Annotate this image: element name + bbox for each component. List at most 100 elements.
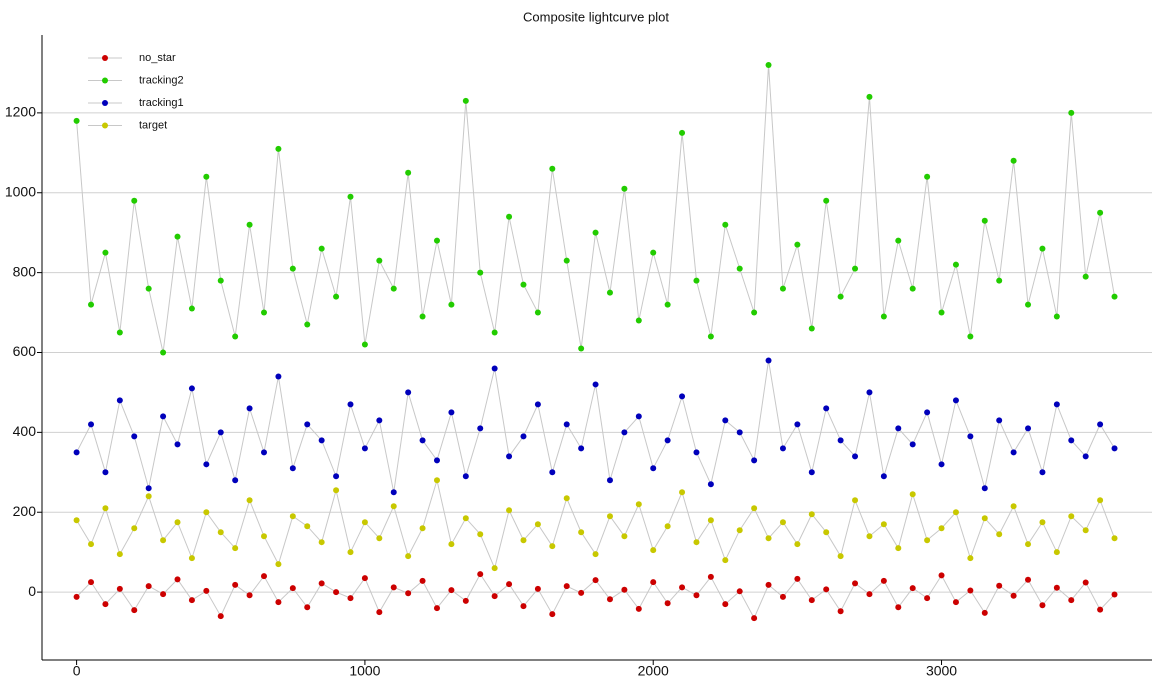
data-point [462, 597, 469, 604]
data-point [606, 513, 613, 520]
data-point [275, 145, 282, 152]
data-point [131, 607, 138, 614]
x-tick-label: 0 [73, 663, 81, 679]
data-point [621, 429, 628, 436]
data-point [376, 257, 383, 264]
data-point [1111, 445, 1118, 452]
data-point [967, 587, 974, 594]
data-point [405, 553, 412, 560]
data-point [491, 565, 498, 572]
data-point [333, 293, 340, 300]
data-point [635, 501, 642, 508]
data-point [1082, 273, 1089, 280]
data-point [88, 301, 95, 308]
data-point [578, 345, 585, 352]
data-point [534, 309, 541, 316]
data-point [318, 539, 325, 546]
data-point [390, 584, 397, 591]
data-point [188, 305, 195, 312]
data-point [924, 173, 931, 180]
data-point [1097, 606, 1104, 613]
data-point [722, 557, 729, 564]
data-point [491, 329, 498, 336]
data-point [751, 615, 758, 622]
data-point [823, 405, 830, 412]
data-point [981, 217, 988, 224]
data-point [506, 213, 513, 220]
data-point [534, 401, 541, 408]
data-point [88, 421, 95, 428]
data-point [996, 277, 1003, 284]
data-point [837, 608, 844, 615]
data-point [246, 497, 253, 504]
data-point [102, 249, 109, 256]
data-point [203, 461, 210, 468]
data-point [895, 604, 902, 611]
data-point [794, 241, 801, 248]
data-point [938, 572, 945, 579]
data-point [131, 197, 138, 204]
legend-label: target [139, 119, 167, 131]
data-point [73, 517, 80, 524]
data-point [419, 525, 426, 532]
data-point [160, 413, 167, 420]
data-point [261, 449, 267, 456]
series-line [76, 360, 1115, 493]
data-point [909, 585, 916, 592]
data-point [794, 541, 801, 548]
data-point [347, 401, 354, 408]
data-point [318, 437, 325, 444]
data-point [261, 573, 267, 580]
data-point [924, 595, 931, 602]
data-point [880, 577, 887, 584]
legend-marker [102, 77, 108, 84]
data-point [880, 313, 887, 320]
data-point [448, 587, 455, 594]
data-point [1010, 449, 1017, 456]
data-point [275, 599, 282, 606]
data-point [592, 577, 599, 584]
data-point [318, 580, 325, 587]
legend-label: tracking1 [139, 97, 184, 109]
data-point [852, 453, 859, 460]
data-point [1082, 527, 1089, 534]
data-point [952, 397, 959, 404]
data-point [1039, 602, 1046, 609]
data-point [736, 429, 743, 436]
data-point [491, 593, 498, 600]
data-point [433, 605, 440, 612]
data-point [707, 481, 714, 488]
data-point [405, 590, 412, 597]
data-point [1039, 469, 1046, 476]
data-point [837, 553, 844, 560]
data-point [232, 477, 239, 484]
data-point [534, 585, 541, 592]
data-point [477, 531, 484, 538]
y-tick-label: 600 [13, 343, 37, 359]
data-point [1053, 313, 1060, 320]
data-point [866, 389, 873, 396]
data-point [1068, 109, 1075, 116]
data-point [390, 489, 397, 496]
data-point [160, 591, 167, 598]
data-point [506, 581, 513, 588]
data-point [1025, 541, 1032, 548]
data-point [852, 580, 859, 587]
data-point [1111, 535, 1118, 542]
data-point [174, 233, 181, 240]
data-point [664, 437, 671, 444]
data-point [131, 525, 138, 532]
data-point [779, 593, 786, 600]
data-point [693, 449, 700, 456]
legend-marker [102, 100, 108, 106]
data-point [520, 603, 527, 610]
data-point [433, 477, 440, 484]
data-point [952, 261, 959, 268]
data-point [967, 433, 974, 440]
data-point [203, 587, 210, 594]
data-point [289, 465, 296, 472]
data-point [765, 357, 772, 364]
data-point [88, 579, 95, 586]
x-tick-label: 1000 [349, 663, 380, 679]
data-point [1068, 597, 1075, 604]
